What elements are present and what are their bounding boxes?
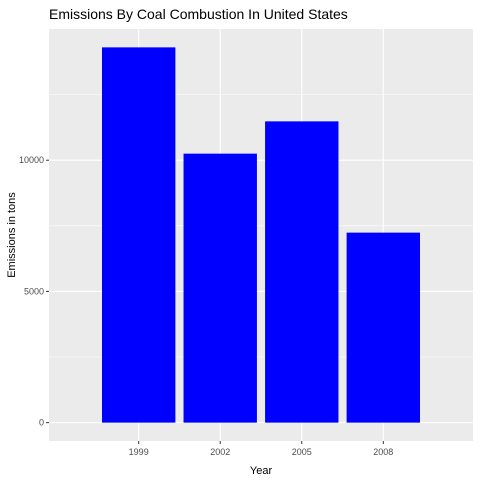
x-tick-label: 2008 [373,447,393,457]
y-axis-title: Emissions in tons [6,192,18,278]
y-tick-label: 0 [39,418,44,428]
x-tick-label: 1999 [129,447,149,457]
bar-1999 [102,47,176,423]
bar-2005 [265,121,339,423]
x-tick-label: 2005 [292,447,312,457]
bars [102,47,420,423]
y-tick-label: 5000 [24,286,44,296]
bar-2002 [183,153,257,423]
x-axis-ticks: 1999 2002 2005 2008 [129,441,393,457]
x-axis-title: Year [250,465,273,477]
x-tick-label: 2002 [210,447,230,457]
bar-2008 [346,232,420,423]
y-tick-label: 10000 [19,155,44,165]
chart-title: Emissions By Coal Combustion In United S… [49,6,348,22]
y-axis-ticks: 0 5000 10000 [19,155,49,428]
